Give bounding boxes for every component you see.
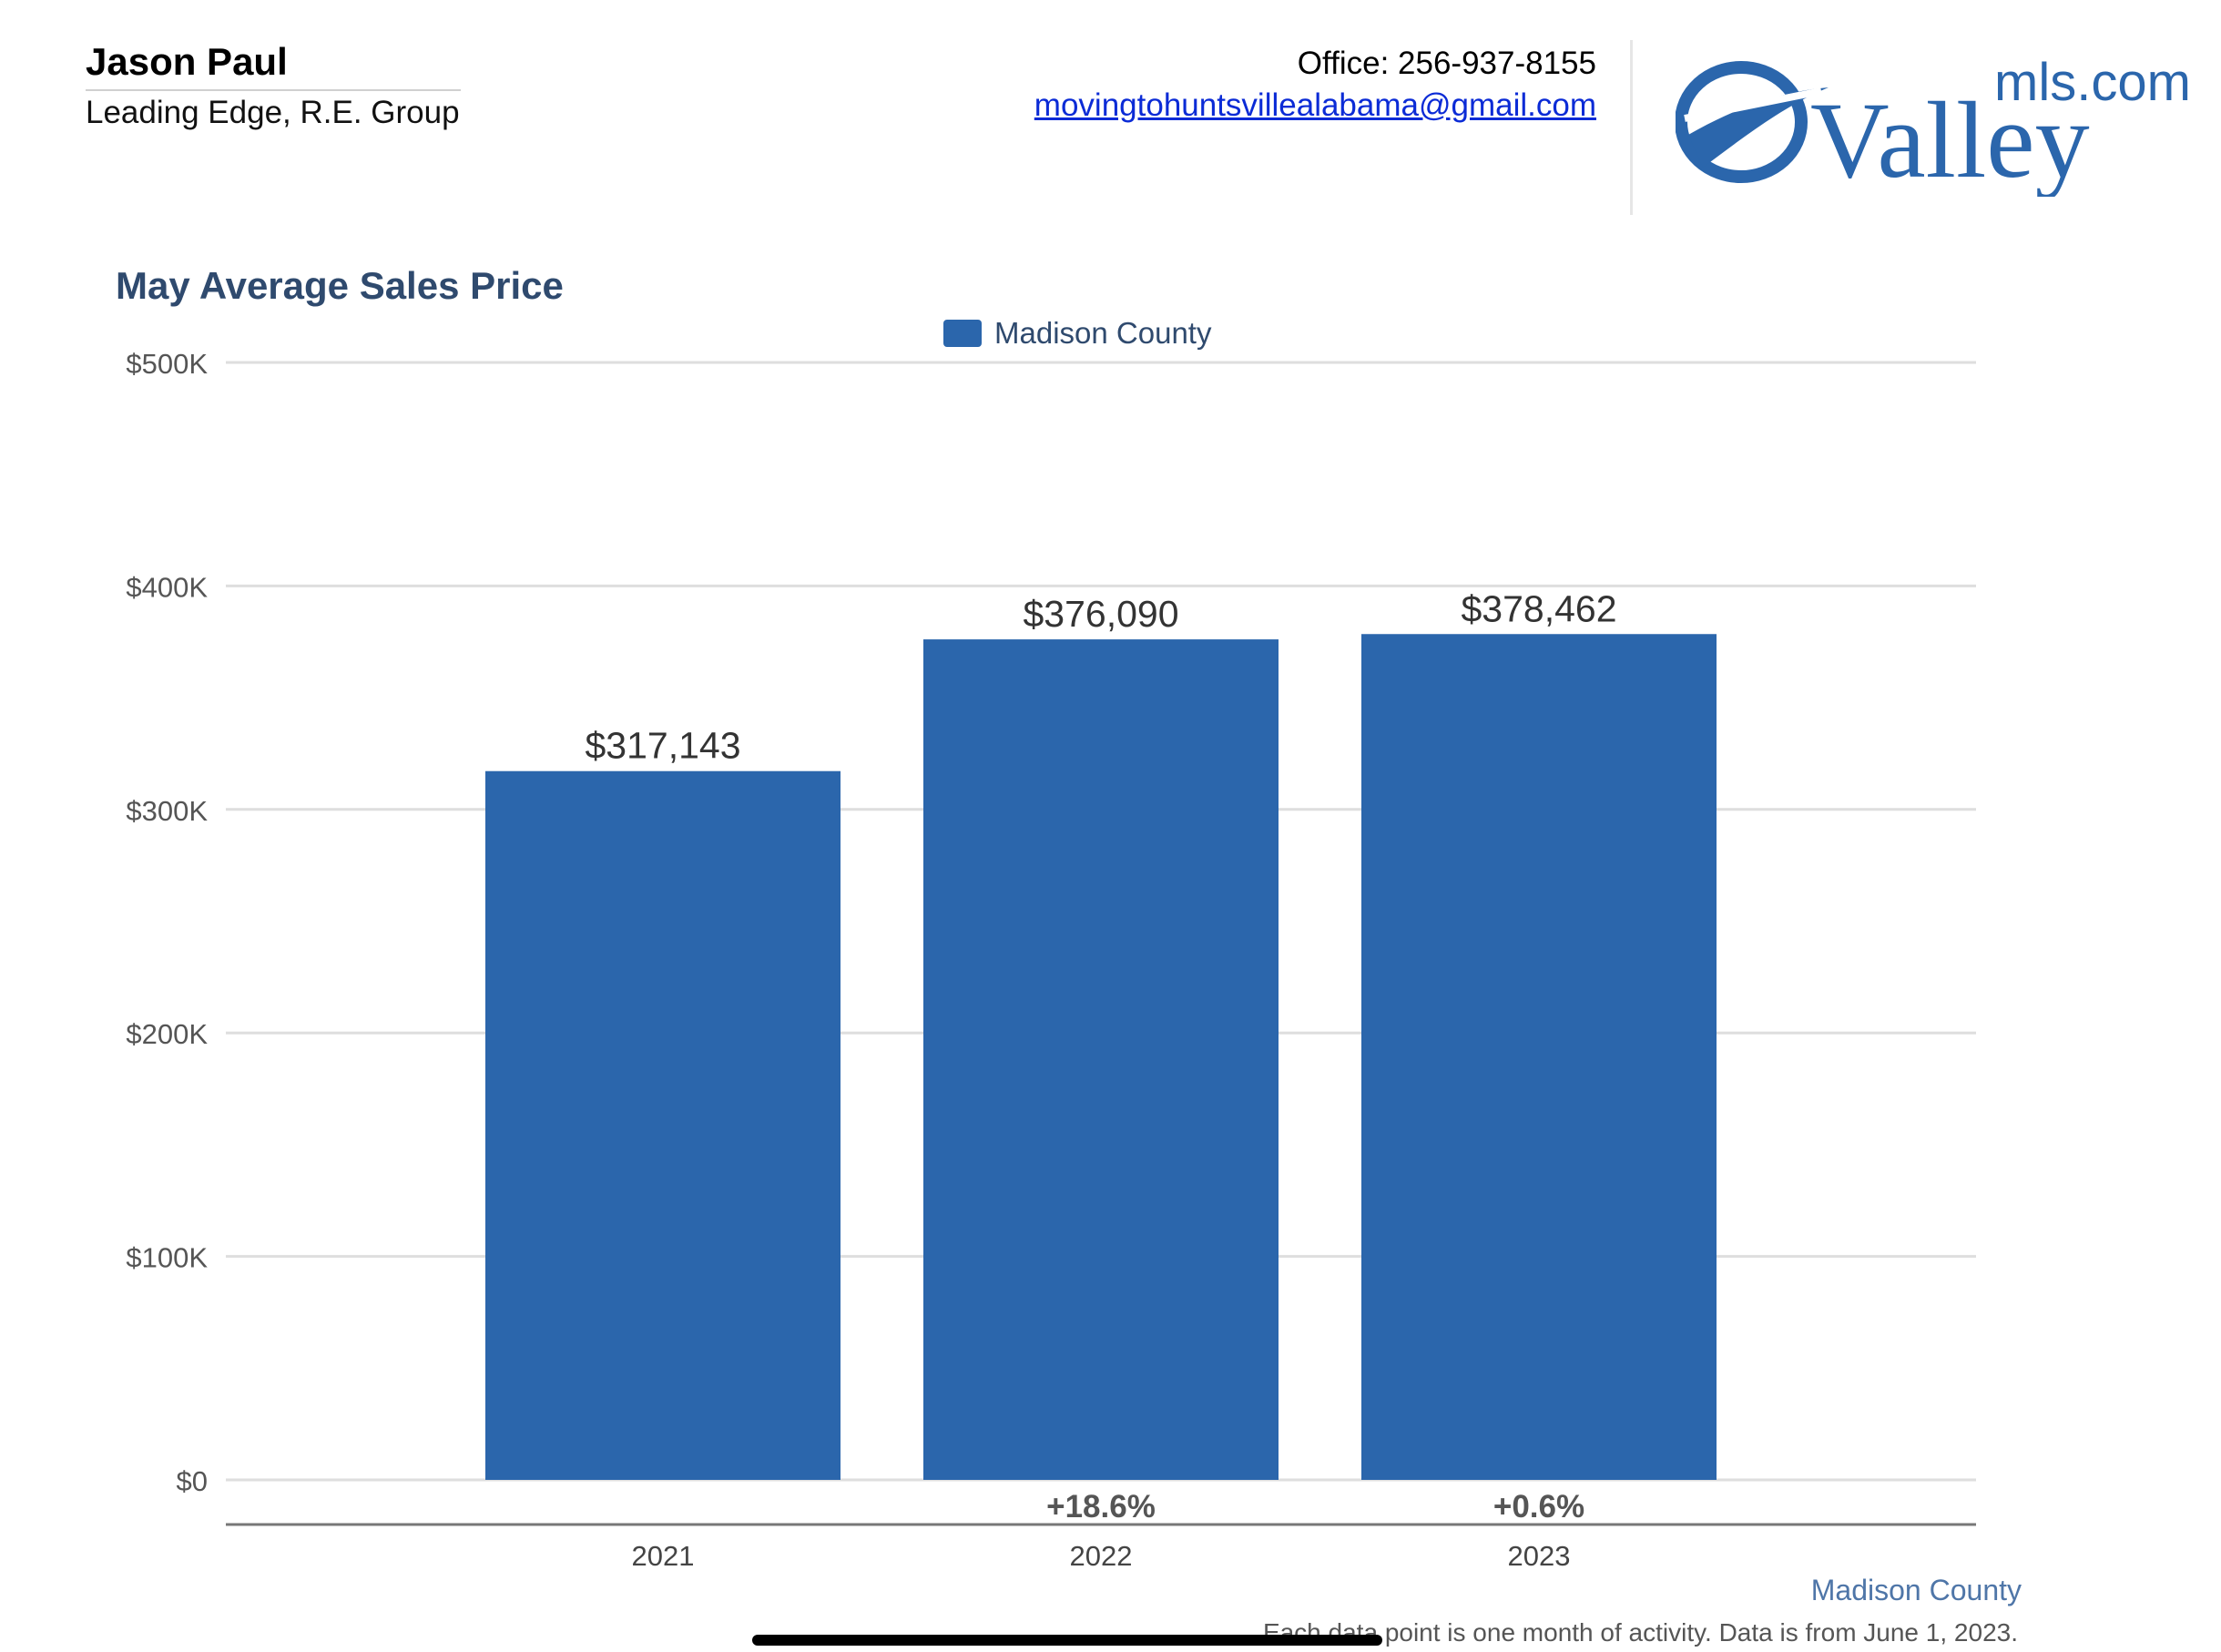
logo-word: Valley: [1810, 79, 2090, 197]
bar-value-label: $378,462: [1461, 587, 1616, 629]
y-tick-label: $0: [177, 1465, 208, 1497]
legend-label: Madison County: [994, 316, 1212, 350]
agent-name: Jason Paul: [86, 40, 288, 83]
bar: [485, 770, 841, 1480]
change-label: +18.6%: [1046, 1489, 1156, 1525]
email-link[interactable]: movingtohuntsvillealabama@gmail.com: [1034, 87, 1596, 123]
bar: [923, 639, 1279, 1480]
valleymls-logo: Valley mls.com: [1676, 53, 2191, 197]
footer-series-label: Madison County: [1810, 1574, 2022, 1606]
office-phone: Office: 256-937-8155: [1297, 46, 1596, 81]
agent-name-divider: [86, 89, 461, 91]
valley-swoosh-icon: [1676, 61, 1829, 183]
x-tick-label: 2021: [632, 1540, 695, 1572]
footer-note: Each data point is one month of activity…: [1262, 1618, 2018, 1647]
bar-value-label: $376,090: [1023, 593, 1178, 635]
change-label: +0.6%: [1493, 1489, 1584, 1525]
y-tick-label: $500K: [126, 348, 208, 380]
x-tick-label: 2023: [1508, 1540, 1571, 1572]
bar: [1361, 634, 1717, 1480]
logo-domain: mls.com: [1994, 53, 2191, 112]
bar-value-label: $317,143: [585, 725, 740, 767]
chart-title: May Average Sales Price: [116, 264, 564, 307]
y-tick-label: $100K: [126, 1242, 208, 1274]
y-tick-label: $400K: [126, 571, 208, 603]
home-indicator: [752, 1635, 1382, 1646]
chart-legend: Madison County: [943, 313, 1211, 353]
legend-swatch: [943, 320, 982, 347]
y-tick-label: $200K: [126, 1018, 208, 1050]
agent-company: Leading Edge, R.E. Group: [86, 95, 460, 130]
x-tick-label: 2022: [1070, 1540, 1133, 1572]
y-tick-label: $300K: [126, 795, 208, 827]
header-divider: [1630, 40, 1633, 215]
